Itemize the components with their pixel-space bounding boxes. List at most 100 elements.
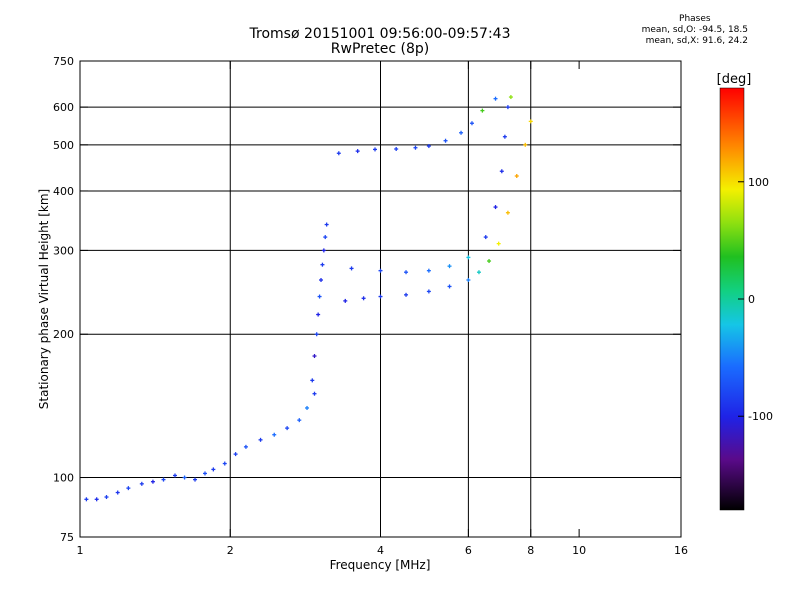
colorbar-ticks: 100 0 -100	[738, 176, 773, 423]
data-point	[466, 255, 471, 260]
data-point	[480, 108, 485, 113]
grid-lines	[80, 61, 681, 537]
data-point	[139, 481, 144, 486]
data-point	[469, 121, 474, 126]
data-point	[499, 169, 504, 174]
data-point	[150, 479, 155, 484]
y-tick-label: 750	[53, 55, 74, 68]
x-axis-label: Frequency [MHz]	[330, 558, 431, 572]
x-tick-label: 10	[572, 544, 586, 557]
x-axis-ticks: 1 2 4 6 8 10 16	[77, 61, 688, 557]
data-point	[336, 151, 341, 156]
y-tick-label: 400	[53, 185, 74, 198]
data-point	[84, 497, 89, 502]
y-axis-label: Stationary phase Virtual Height [km]	[37, 189, 51, 409]
phase-stats-o: mean, sd,O: -94.5, 18.5	[641, 25, 748, 35]
colorbar-tick-label: 100	[748, 176, 769, 189]
data-point	[447, 284, 452, 289]
data-point	[312, 391, 317, 396]
data-point	[316, 312, 321, 317]
data-point	[459, 130, 464, 135]
data-point	[426, 268, 431, 273]
y-tick-label: 100	[53, 472, 74, 485]
data-point	[426, 144, 431, 149]
data-point	[193, 477, 198, 482]
data-point	[320, 262, 325, 267]
data-point	[373, 147, 378, 152]
colorbar-tick-label: -100	[748, 410, 773, 423]
data-point	[305, 405, 310, 410]
y-tick-label: 300	[53, 244, 74, 257]
data-point	[443, 138, 448, 143]
colorbar-label: [deg]	[717, 72, 752, 87]
x-tick-label: 4	[377, 544, 384, 557]
x-tick-label: 16	[674, 544, 688, 557]
data-point	[343, 298, 348, 303]
data-point	[285, 426, 290, 431]
data-point	[378, 268, 383, 273]
data-point	[202, 471, 207, 476]
data-point	[355, 149, 360, 154]
x-tick-label: 6	[465, 544, 472, 557]
y-tick-label: 200	[53, 328, 74, 341]
data-point	[476, 270, 481, 275]
data-point	[104, 495, 109, 500]
data-point	[349, 266, 354, 271]
data-point	[272, 432, 277, 437]
data-point	[126, 486, 131, 491]
data-point	[394, 146, 399, 151]
data-point	[323, 235, 328, 240]
data-point	[493, 96, 498, 101]
data-point	[523, 142, 528, 147]
data-point	[487, 259, 492, 264]
chart-subtitle: RwPretec (8p)	[330, 41, 430, 57]
data-point	[505, 105, 510, 110]
data-point	[319, 278, 324, 283]
data-point	[447, 264, 452, 269]
data-point	[310, 378, 315, 383]
chart-title: Tromsø 20151001 09:56:00-09:57:43	[249, 26, 511, 42]
data-point	[528, 119, 533, 124]
data-point	[514, 173, 519, 178]
data-point	[502, 134, 507, 139]
data-point	[317, 294, 322, 299]
data-point	[94, 497, 99, 502]
data-point	[161, 477, 166, 482]
data-point	[172, 473, 177, 478]
data-point	[222, 461, 227, 466]
y-tick-label: 500	[53, 139, 74, 152]
data-point	[483, 235, 488, 240]
y-tick-label: 600	[53, 101, 74, 114]
data-point	[258, 437, 263, 442]
data-point	[297, 418, 302, 423]
data-point	[314, 332, 319, 337]
data-point	[505, 210, 510, 215]
x-tick-label: 2	[227, 544, 234, 557]
x-tick-label: 1	[77, 544, 84, 557]
data-point	[466, 278, 471, 283]
data-point	[493, 205, 498, 210]
data-point	[404, 292, 409, 297]
data-point	[312, 354, 317, 359]
phase-stats-x: mean, sd,X: 91.6, 24.2	[645, 36, 748, 46]
data-point	[243, 444, 248, 449]
data-point	[321, 248, 326, 253]
y-axis-ticks: 75 100 200 300 400 500 600 750	[53, 55, 681, 544]
data-point	[361, 296, 366, 301]
colorbar-tick-label: 0	[748, 293, 755, 306]
data-point	[496, 241, 501, 246]
data-point	[508, 95, 513, 100]
data-point	[378, 294, 383, 299]
phase-stats-heading: Phases	[679, 14, 711, 24]
data-point	[404, 270, 409, 275]
data-point	[324, 222, 329, 227]
phase-stats-box: Phases mean, sd,O: -94.5, 18.5 mean, sd,…	[642, 14, 748, 47]
data-point	[211, 467, 216, 472]
data-point	[182, 475, 187, 480]
data-point	[233, 452, 238, 457]
data-point	[413, 145, 418, 150]
y-tick-label: 75	[60, 531, 74, 544]
data-points	[84, 95, 533, 502]
x-tick-label: 8	[527, 544, 534, 557]
